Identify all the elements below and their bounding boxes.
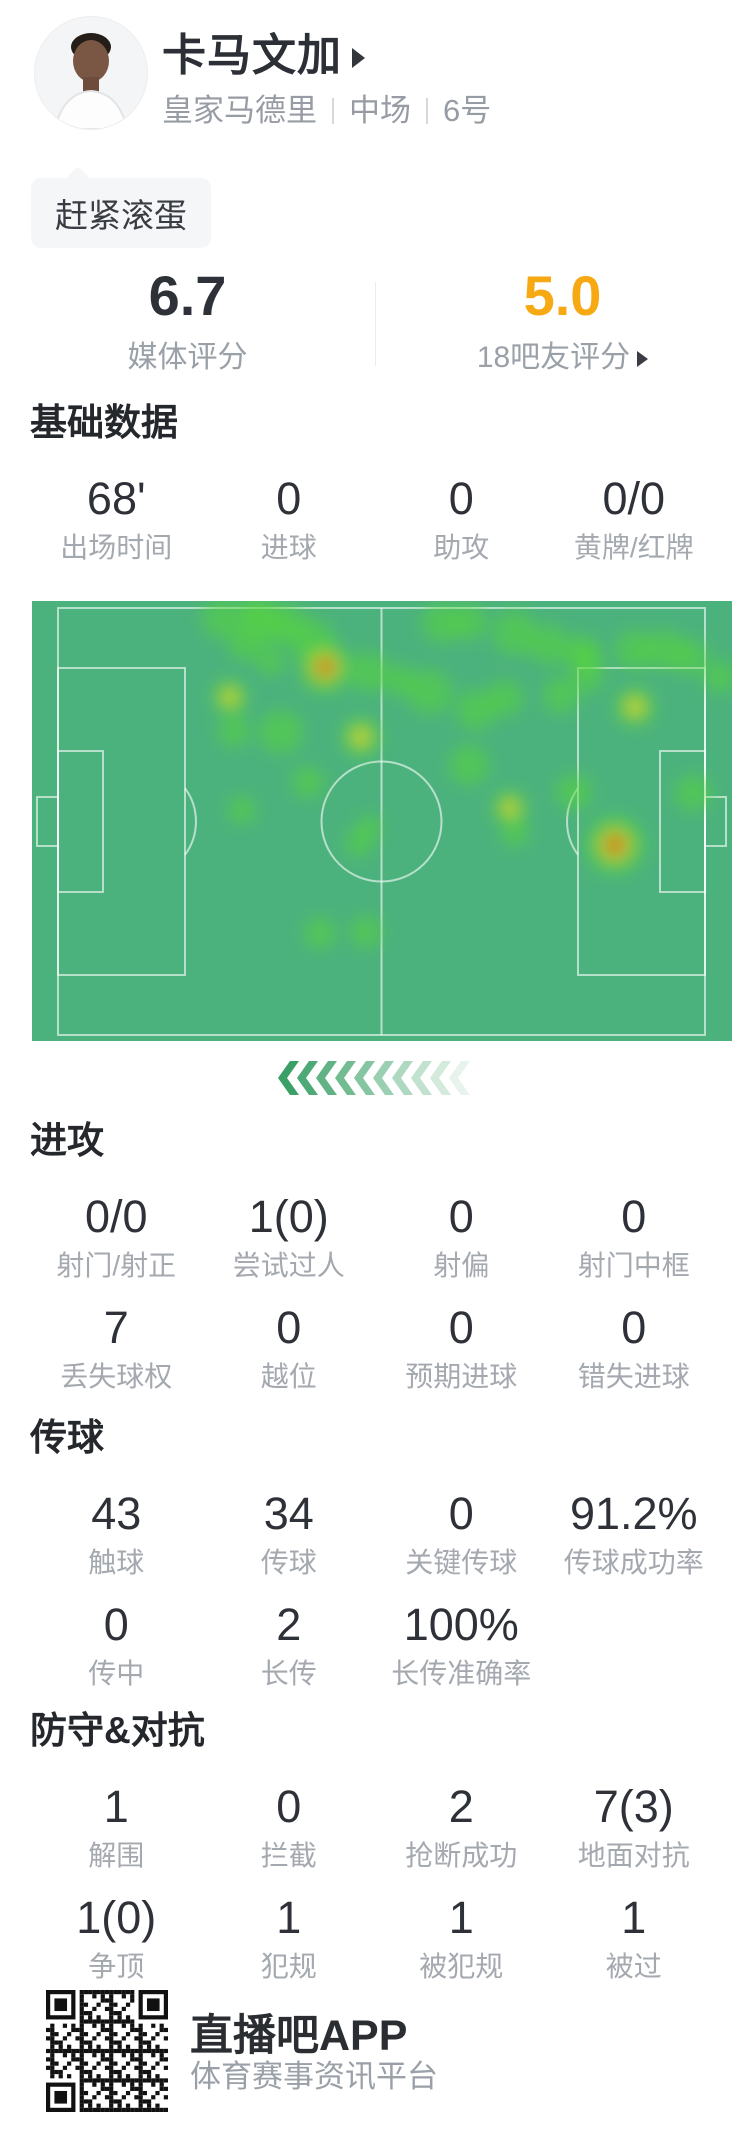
chevron-right-icon [352,48,365,68]
vertical-divider [375,282,376,366]
passing-stat-grid: 43 触球 34 传球 0 关键传球 91.2% 传球成功率 0 传中 2 长传 100% 长… [30,1487,720,1691]
section-passing: 传球 43 触球 34 传球 0 关键传球 91.2% 传球成功率 0 传中 2 长传 10… [30,1415,720,1691]
basic-stat-grid: 68' 出场时间 0 进球 0 助攻 0/0 黄牌/红牌 [30,472,720,565]
stat-cell: 0 错失进球 [577,1302,690,1392]
app-description: 体育赛事资讯平台 [190,2059,438,2094]
stat-cell: 0/0 黄牌/红牌 [573,473,694,563]
heatmap-blobs [202,595,736,949]
media-rating-label: 媒体评分 [127,341,248,374]
fan-tag-bubble[interactable]: 赶紧滚蛋 [31,178,211,248]
player-avatar-image [35,17,147,129]
shirt-number: 6号 [443,93,492,128]
qr-code [46,1990,168,2112]
momentum-arrows-group [278,1061,470,1095]
section-attack: 进攻 0/0 射门/射正 1(0) 尝试过人 0 射偏 0 射门中框 7 丢失球权 0 越位… [30,1118,720,1394]
stat-cell: 2 抢断成功 [405,1781,518,1871]
fans-rating-value: 5.0 [523,264,602,327]
stat-cell: 0 射偏 [433,1191,490,1281]
stat-cell: 0 越位 [260,1302,317,1392]
player-name: 卡马文加 [162,31,342,80]
section-basic-data: 基础数据 68' 出场时间 0 进球 0 助攻 0/0 黄牌/红牌 [30,400,720,565]
stat-cell: 0 进球 [260,473,317,563]
momentum-arrows-svg [278,1061,470,1095]
fans-rating[interactable]: 5.0 18吧友评分 [375,266,750,376]
divider [426,98,428,124]
qr-code-svg [46,1990,168,2112]
stat-cell: 1(0) 争顶 [76,1892,157,1982]
stat-cell: 7(3) 地面对抗 [577,1781,690,1871]
stat-cell: 91.2% 传球成功率 [563,1488,704,1578]
stat-cell: 43 触球 [88,1488,145,1578]
stat-cell: 0 传中 [88,1599,145,1689]
player-meta: 皇家马德里 中场 6号 [162,92,491,130]
stat-cell: 1 解围 [88,1781,145,1871]
section-title: 基础数据 [30,402,178,443]
stat-cell: 0 助攻 [433,473,490,563]
stat-cell: 1 被犯规 [419,1892,504,1982]
section-title: 传球 [30,1417,104,1458]
section-title: 进攻 [30,1120,104,1161]
stat-cell: 0 预期进球 [405,1302,518,1392]
player-position: 中场 [349,93,411,128]
chevron-right-icon [637,351,649,367]
stat-cell: 0 关键传球 [405,1488,518,1578]
divider [332,98,334,124]
stat-cell: 68' 出场时间 [60,473,173,563]
stat-cell: 2 长传 [260,1599,317,1689]
stat-cell: 1 犯规 [260,1892,317,1982]
heatmap-pitch [32,595,736,1041]
stat-cell: 1(0) 尝试过人 [232,1191,345,1281]
stat-cell: 0 射门中框 [577,1191,690,1281]
stat-cell: 0/0 射门/射正 [56,1191,177,1281]
stat-cell: 100% 长传准确率 [391,1599,532,1689]
heatmap-pitch-svg [32,595,736,1041]
media-rating-value: 6.7 [148,264,227,327]
stat-cell: 7 丢失球权 [60,1302,173,1392]
player-avatar[interactable] [34,16,148,130]
fans-rating-label: 18吧友评分 [477,340,649,376]
stat-cell: 0 拦截 [260,1781,317,1871]
media-rating: 6.7 媒体评分 [0,266,375,376]
momentum-arrows-icon [277,1060,473,1096]
player-name-row[interactable]: 卡马文加 [162,30,365,82]
section-defense: 防守&对抗 1 解围 0 拦截 2 抢断成功 7(3) 地面对抗 1(0) 争顶 1 犯规 … [30,1708,720,1984]
ratings-row: 6.7 媒体评分 5.0 18吧友评分 [0,266,750,376]
defense-stat-grid: 1 解围 0 拦截 2 抢断成功 7(3) 地面对抗 1(0) 争顶 1 犯规 1 被犯规 1… [30,1780,720,1984]
section-title: 防守&对抗 [30,1710,205,1751]
team-name: 皇家马德里 [162,93,317,128]
stat-cell: 34 传球 [260,1488,317,1578]
app-name: 直播吧APP [190,2012,408,2060]
stat-cell: 1 被过 [605,1892,662,1982]
